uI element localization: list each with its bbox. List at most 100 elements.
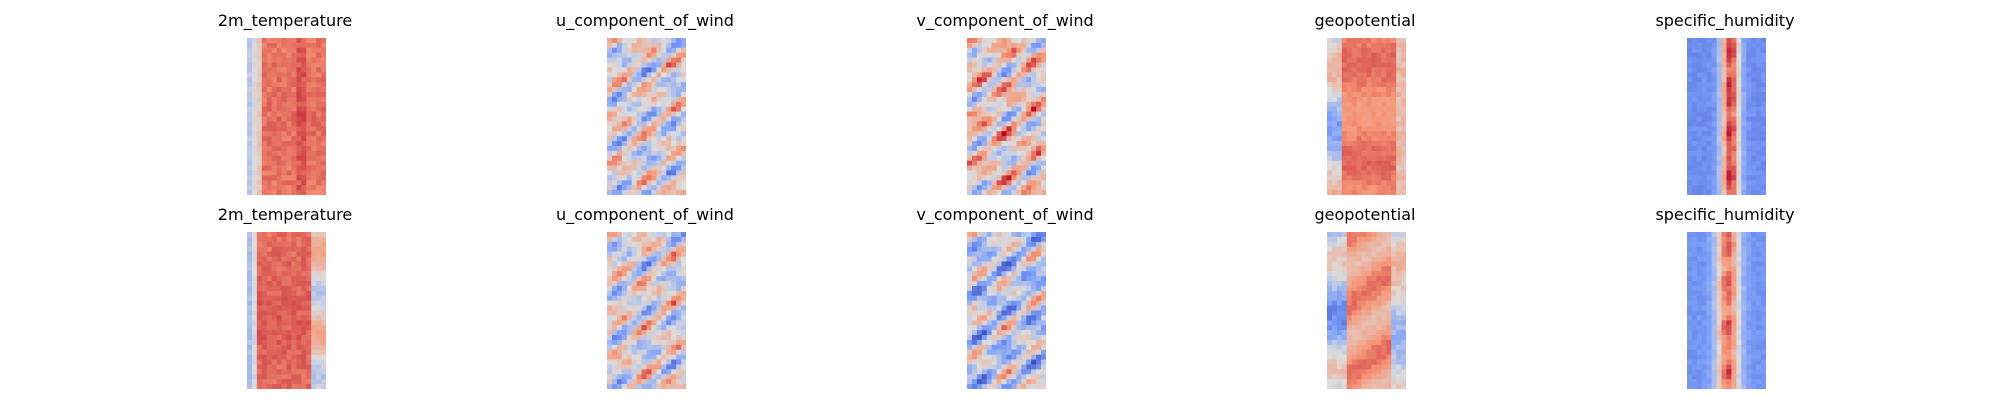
heatmap-cell [1386, 315, 1392, 321]
heatmap-cell [651, 285, 657, 292]
heatmap-cell [247, 374, 253, 380]
heatmap-cell [621, 354, 628, 360]
heatmap-cell [247, 185, 253, 191]
heatmap-cell [1756, 47, 1762, 54]
heatmap-cell [1031, 330, 1037, 336]
heatmap-cell [967, 96, 973, 103]
heatmap-cell [681, 271, 686, 277]
heatmap-cell [1366, 106, 1372, 112]
heatmap-cell [301, 160, 307, 166]
heatmap-cell [986, 315, 993, 321]
heatmap-cell [301, 91, 307, 98]
heatmap-cell [1356, 236, 1362, 243]
heatmap-cell [646, 175, 652, 181]
heatmap-cell [991, 290, 998, 297]
heatmap-cell [681, 241, 686, 248]
heatmap-cell [1011, 251, 1017, 257]
heatmap-cell [676, 126, 682, 132]
heatmap-cell [681, 42, 686, 49]
heatmap-cell [1351, 236, 1358, 243]
heatmap-cell [1327, 141, 1333, 147]
heatmap-cell [1041, 256, 1046, 262]
heatmap-cell [616, 241, 623, 248]
heatmap-cell [261, 281, 268, 287]
heatmap-cell [1371, 384, 1377, 389]
heatmap-cell [1391, 170, 1397, 176]
heatmap-cell [631, 165, 638, 171]
heatmap-cell [671, 276, 677, 282]
heatmap-cell [1716, 52, 1722, 59]
heatmap-cell [971, 82, 978, 88]
heatmap-cell [671, 305, 677, 311]
heatmap-cell [1006, 52, 1012, 59]
heatmap-cell [321, 116, 326, 122]
heatmap-cell [1396, 241, 1402, 248]
heatmap-cell [1341, 354, 1348, 360]
heatmap-cell [296, 349, 302, 356]
heatmap-cell [1706, 170, 1713, 176]
heatmap-cell [1006, 47, 1012, 54]
heatmap-cell [1376, 190, 1382, 195]
heatmap-cell [981, 116, 988, 122]
heatmap-cell [631, 251, 638, 257]
heatmap-cell [1336, 295, 1343, 302]
heatmap-cell [626, 62, 633, 68]
heatmap-cell [306, 266, 312, 272]
heatmap-cell [1746, 155, 1752, 162]
heatmap-cell [607, 91, 613, 98]
heatmap-cell [1016, 335, 1022, 341]
heatmap-cell [651, 96, 657, 103]
heatmap-cell [651, 290, 657, 297]
heatmap-cell [1756, 325, 1762, 331]
heatmap-cell [641, 339, 647, 346]
heatmap-cell [251, 57, 258, 63]
heatmap-cell [1011, 241, 1017, 248]
heatmap-cell [1726, 330, 1732, 336]
heatmap-cell [986, 354, 993, 360]
heatmap-cell [1736, 315, 1742, 321]
heatmap-cell [607, 300, 613, 306]
heatmap-cell [611, 96, 618, 103]
heatmap-cell [286, 121, 292, 127]
heatmap-cell [1751, 330, 1757, 336]
heatmap-cell [611, 295, 618, 302]
heatmap-cell [1716, 106, 1722, 112]
heatmap-cell [1726, 295, 1732, 302]
heatmap-cell [1336, 136, 1343, 142]
heatmap-cell [1031, 281, 1037, 287]
heatmap-cell [1746, 111, 1752, 117]
heatmap-cell [1687, 141, 1693, 147]
heatmap-cell [1711, 285, 1718, 292]
heatmap-cell [1021, 335, 1027, 341]
heatmap-cell [1031, 261, 1037, 267]
heatmap-cell [636, 87, 642, 93]
heatmap-cell [1011, 42, 1017, 49]
heatmap-cell [1736, 305, 1742, 311]
heatmap-cell [616, 305, 623, 311]
heatmap-cell [1711, 180, 1718, 186]
heatmap-cell [621, 251, 628, 257]
heatmap-cell [971, 121, 978, 127]
heatmap-cell [641, 276, 647, 282]
heatmap-cell [306, 116, 312, 122]
heatmap-cell [611, 42, 618, 49]
heatmap-cell [1327, 101, 1333, 108]
heatmap-cell [636, 241, 642, 248]
heatmap-cell [1396, 310, 1402, 316]
heatmap-cell [1721, 281, 1727, 287]
heatmap-cell [1341, 52, 1348, 59]
heatmap-cell [1341, 170, 1348, 176]
heatmap-cell [1391, 136, 1397, 142]
heatmap-cell [1341, 374, 1348, 380]
heatmap-cell [1751, 38, 1757, 44]
heatmap-cell [1371, 374, 1377, 380]
heatmap-cell [306, 281, 312, 287]
heatmap-cell [616, 354, 623, 360]
heatmap-cell [296, 266, 302, 272]
heatmap-cell [626, 42, 633, 49]
heatmap-cell [981, 165, 988, 171]
heatmap-cell [271, 339, 278, 346]
heatmap-cell [996, 354, 1002, 360]
heatmap-cell [1711, 126, 1718, 132]
heatmap-cell [306, 330, 312, 336]
